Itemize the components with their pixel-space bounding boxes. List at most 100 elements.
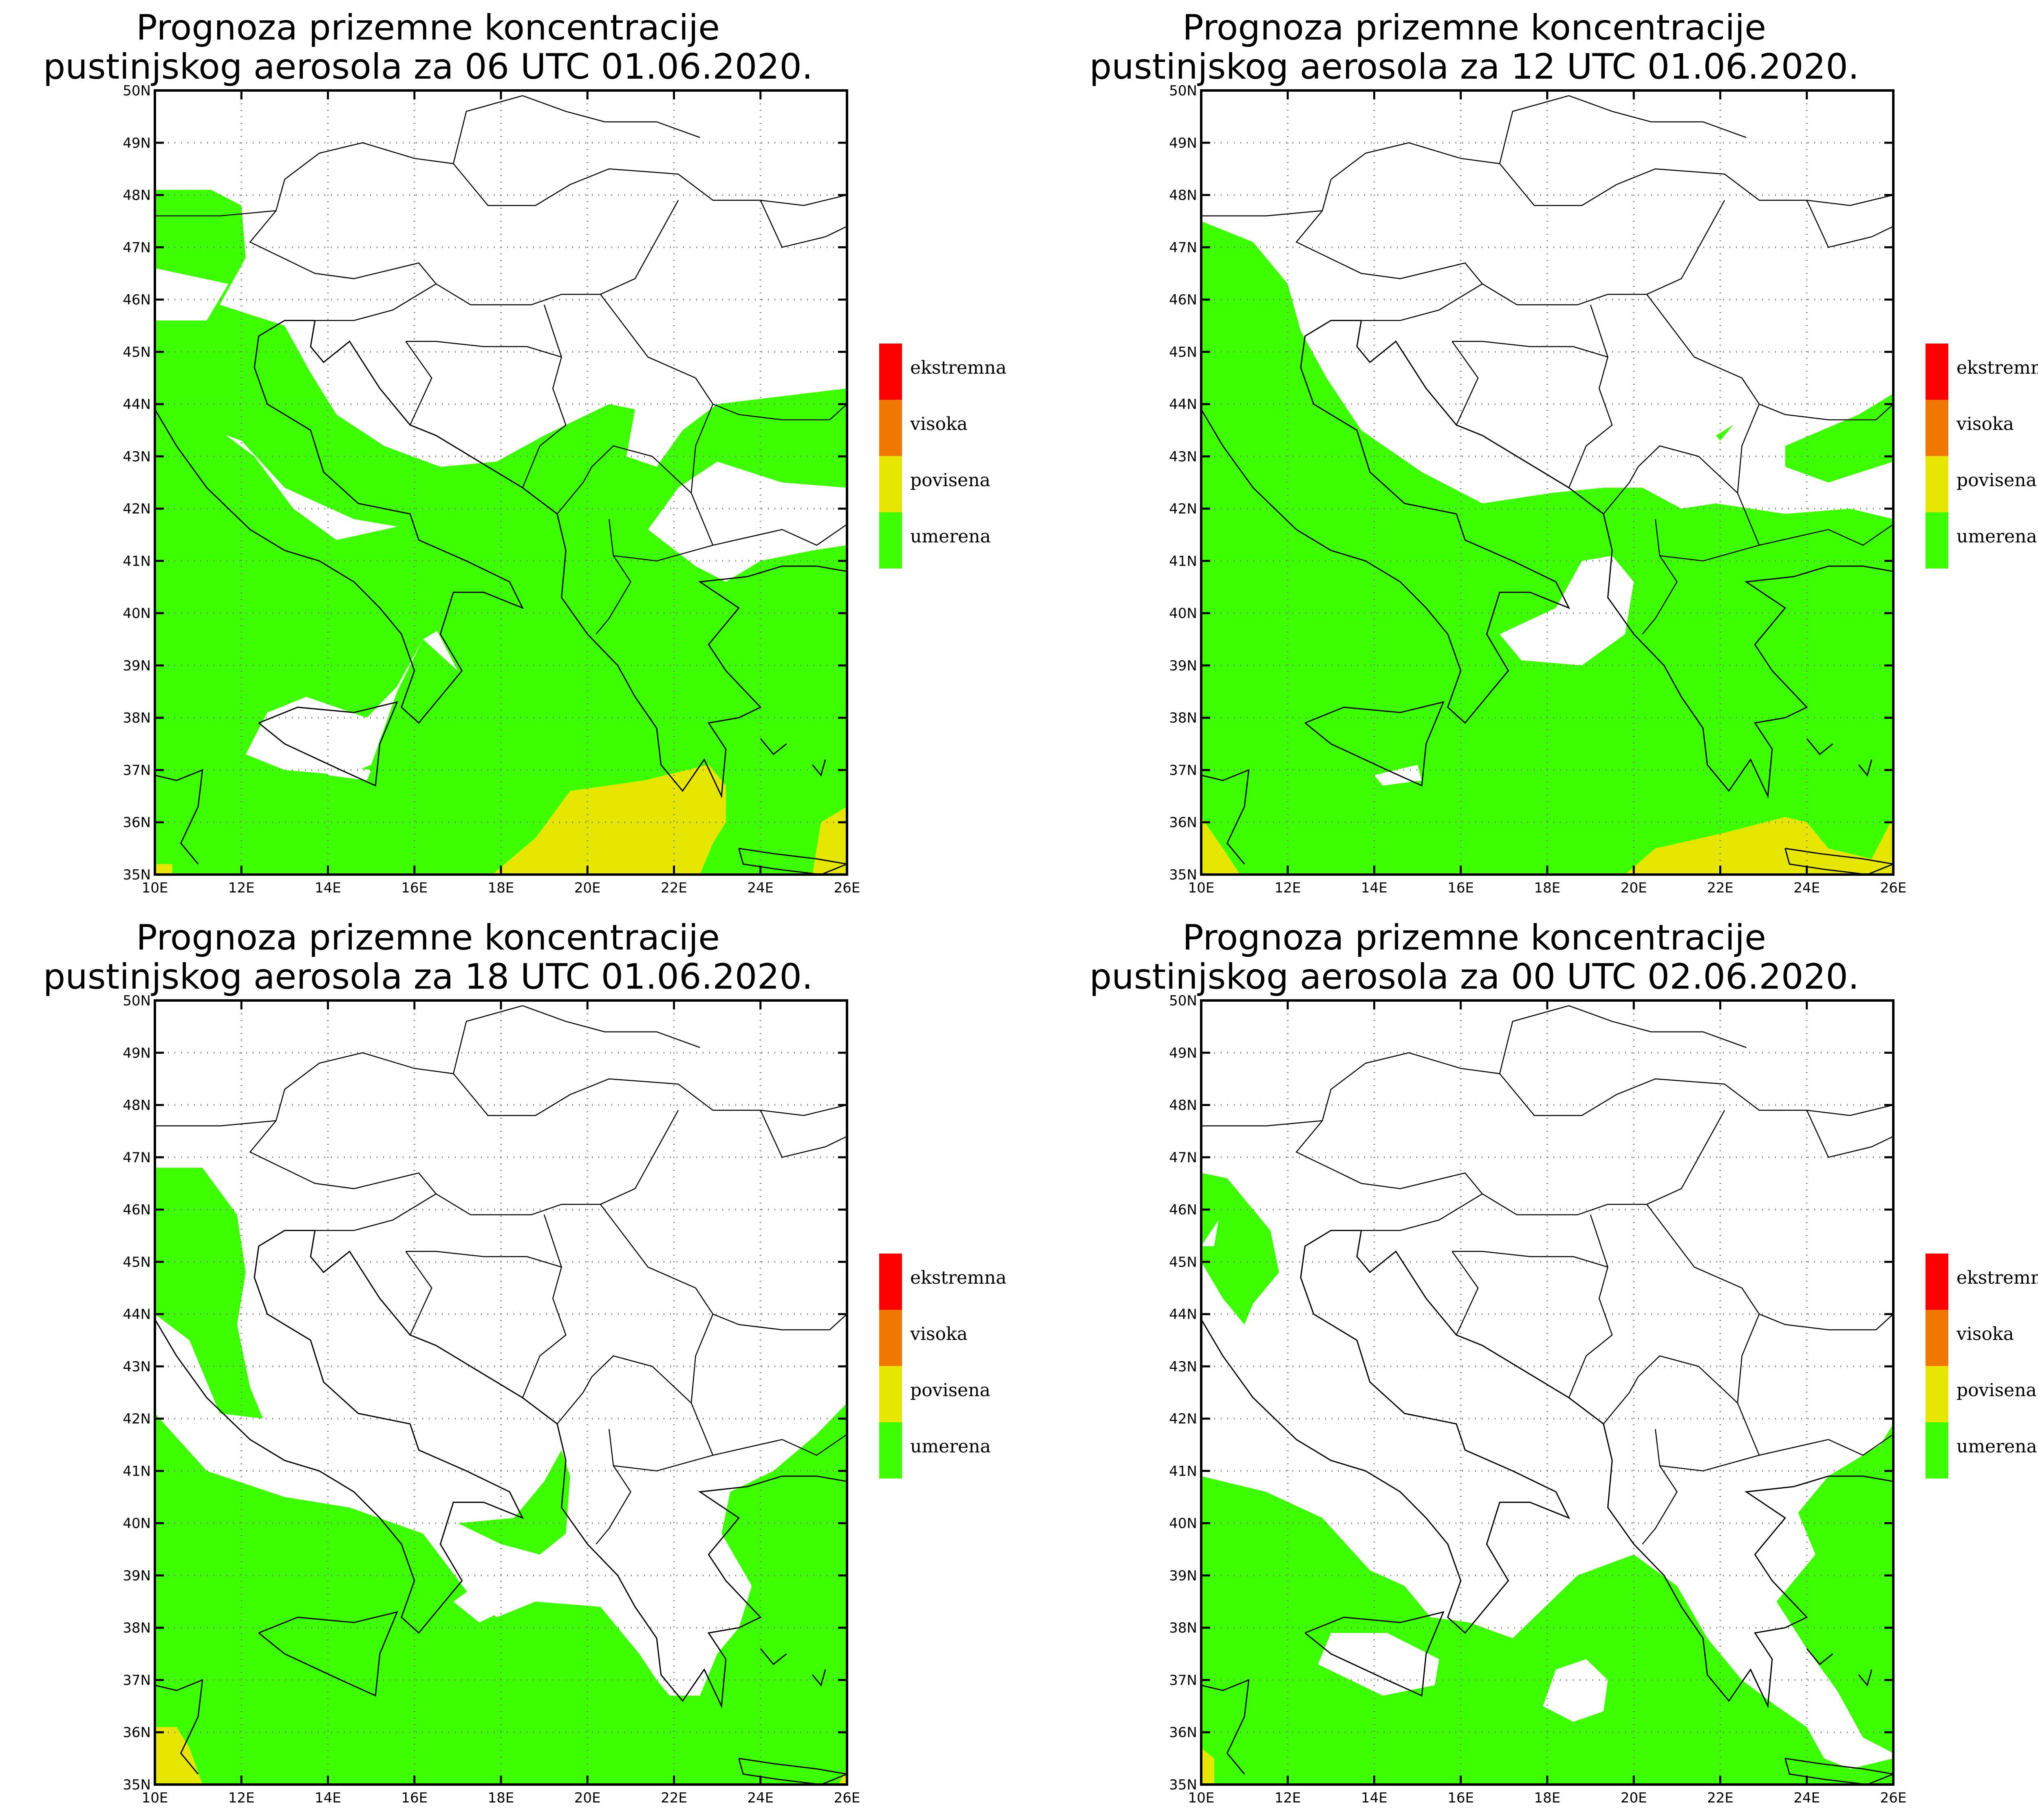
povisena-area xyxy=(1201,817,1240,875)
country-border xyxy=(249,1110,679,1216)
lat-label: 41N xyxy=(1169,1463,1197,1479)
country-border xyxy=(1741,377,1760,405)
country-border xyxy=(406,341,562,358)
lat-label: 38N xyxy=(1169,1620,1197,1636)
lon-label: 18E xyxy=(488,880,514,896)
forecast-panel-2: Prognoza prizemne koncentracije pustinjs… xyxy=(1046,0,2038,910)
lat-label: 44N xyxy=(123,397,151,413)
clear-area xyxy=(453,1586,501,1623)
coastline xyxy=(812,759,826,777)
country-border xyxy=(315,283,437,321)
panel-title: Prognoza prizemne koncentracije pustinjs… xyxy=(1046,8,1902,86)
coastline xyxy=(1201,319,1570,724)
povisena-area xyxy=(1625,817,1893,875)
lat-label: 46N xyxy=(1169,1202,1197,1218)
lat-label: 35N xyxy=(1169,1777,1197,1793)
map-content xyxy=(155,1000,847,1785)
aerosol-map: 35N 36N 37N 38N 39N 40N 41N 42N 43N 44N 45N 46N 47N 4… xyxy=(1169,993,1907,1806)
legend-label: povisena xyxy=(910,1380,990,1401)
lat-label: 47N xyxy=(123,240,151,256)
lon-label: 18E xyxy=(488,1790,514,1806)
lat-label: 37N xyxy=(1169,762,1197,778)
country-border xyxy=(1646,1204,1742,1289)
lon-label: 10E xyxy=(142,880,168,896)
lat-label: 45N xyxy=(123,344,151,360)
forecast-panel-4: Prognoza prizemne koncentracije pustinjs… xyxy=(1046,910,2038,1820)
country-border xyxy=(155,1052,847,1127)
lat-label: 43N xyxy=(1169,1359,1197,1375)
lat-label: 50N xyxy=(1169,83,1197,99)
lon-label: 26E xyxy=(834,880,860,896)
povisena-area xyxy=(1201,1748,1214,1785)
country-border xyxy=(1568,304,1613,488)
country-border xyxy=(522,1214,567,1398)
povisena-area xyxy=(155,1727,203,1785)
legend-swatch xyxy=(1926,1310,1948,1366)
coastline xyxy=(155,1679,203,1775)
coastline xyxy=(1784,848,1893,875)
lat-label: 42N xyxy=(123,501,151,517)
umerena-area xyxy=(155,1403,847,1785)
legend-swatch xyxy=(879,1254,902,1310)
legend-label: povisena xyxy=(1956,1380,2037,1401)
panel-title-line1: Prognoza prizemne koncentracije xyxy=(1182,7,1767,48)
legend-label: umerena xyxy=(1956,526,2037,547)
lat-label: 40N xyxy=(1169,606,1197,622)
panel-title-line2: pustinjskog aerosola za 12 UTC 01.06.202… xyxy=(1089,46,1859,87)
coastline xyxy=(1858,1669,1873,1687)
lat-label: 44N xyxy=(1169,397,1197,413)
coastline xyxy=(1304,701,1445,787)
lat-label: 43N xyxy=(123,1359,151,1375)
country-border xyxy=(613,1434,847,1472)
lon-label: 26E xyxy=(1880,1790,1907,1806)
country-border xyxy=(1737,1313,1893,1403)
lat-label: 46N xyxy=(1169,292,1197,308)
legend-label: visoka xyxy=(1956,414,2014,434)
aerosol-map: 35N 36N 37N 38N 39N 40N 41N 42N 43N 44N 45N 46N 47N 4… xyxy=(1169,83,1906,896)
country-border xyxy=(405,1251,432,1335)
lat-label: 47N xyxy=(1169,240,1197,256)
lat-label: 36N xyxy=(1169,1725,1197,1741)
country-border xyxy=(1201,142,1893,217)
coastline xyxy=(1356,1230,1893,1709)
coastline xyxy=(1201,769,1250,865)
country-border xyxy=(600,294,696,379)
lat-label: 45N xyxy=(123,1254,151,1270)
lat-label: 49N xyxy=(1169,135,1197,151)
lon-label: 18E xyxy=(1534,1790,1561,1806)
lat-label: 35N xyxy=(123,867,151,883)
lat-label: 48N xyxy=(123,187,151,204)
lat-label: 36N xyxy=(123,815,151,831)
country-border xyxy=(596,1429,631,1545)
country-border xyxy=(1452,341,1608,358)
lat-label: 38N xyxy=(123,710,151,726)
country-border xyxy=(760,200,847,248)
map-content xyxy=(1201,90,1893,875)
lon-label: 14E xyxy=(315,1790,341,1806)
lon-label: 20E xyxy=(574,880,601,896)
lat-label: 40N xyxy=(123,606,151,622)
lat-label: 39N xyxy=(123,658,151,674)
legend-label: umerena xyxy=(1956,1436,2037,1457)
concentration-legend: ekstremna visoka povisena umerena xyxy=(879,344,1042,568)
legend-swatch xyxy=(1926,400,1948,456)
lon-label: 24E xyxy=(747,880,774,896)
country-border xyxy=(1642,1429,1678,1545)
lon-label: 14E xyxy=(1361,1790,1387,1806)
country-border xyxy=(1659,1434,1893,1472)
country-border xyxy=(315,1193,437,1231)
legend-label: povisena xyxy=(910,470,990,491)
clear-area xyxy=(1543,1659,1608,1722)
panel-title: Prognoza prizemne koncentracije pustinjs… xyxy=(0,918,856,996)
umerena-area xyxy=(1716,425,1734,441)
country-border xyxy=(406,1251,562,1268)
coastline xyxy=(738,1758,847,1785)
panel-title-line1: Prognoza prizemne koncentracije xyxy=(136,917,720,958)
legend-swatch xyxy=(879,512,902,568)
legend-swatch xyxy=(879,1422,902,1478)
lat-label: 44N xyxy=(123,1307,151,1323)
country-border xyxy=(1361,283,1483,321)
lat-label: 50N xyxy=(123,993,151,1009)
country-border xyxy=(405,341,432,425)
lon-label: 18E xyxy=(1534,880,1561,896)
